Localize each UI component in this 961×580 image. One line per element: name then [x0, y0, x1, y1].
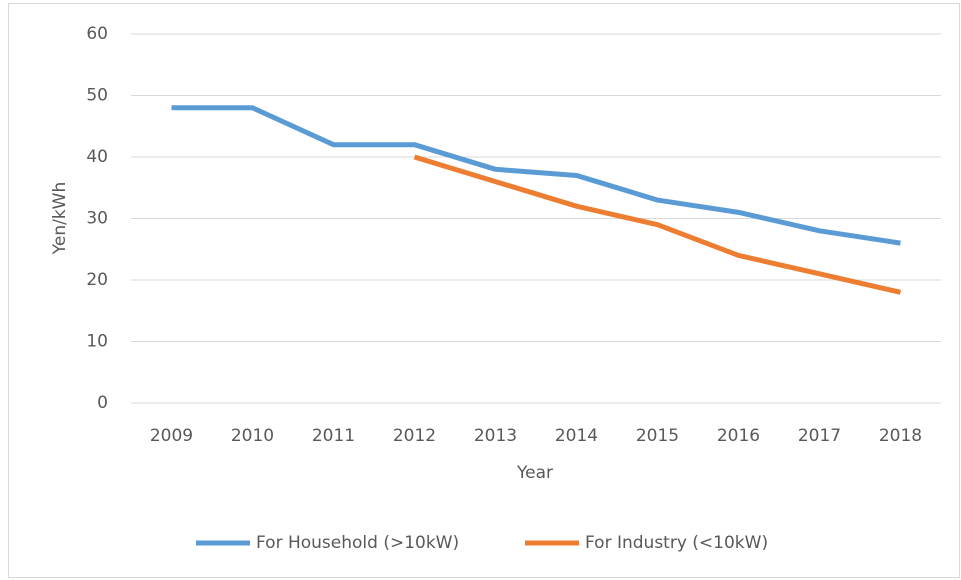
y-tick-label: 10	[86, 332, 108, 352]
x-tick-label: 2015	[636, 426, 679, 446]
chart-border	[8, 3, 960, 578]
y-axis-label: Yen/kWh	[50, 182, 70, 256]
x-tick-label: 2016	[717, 426, 760, 446]
y-tick-label: 50	[86, 86, 108, 106]
x-tick-label: 2011	[312, 426, 355, 446]
y-tick-label: 20	[86, 270, 108, 290]
series-line	[413, 154, 902, 295]
x-tick-label: 2013	[474, 426, 517, 446]
x-tick-label: 2010	[231, 426, 274, 446]
legend-label: For Household (>10kW)	[256, 533, 459, 553]
y-tick-label: 30	[86, 209, 108, 229]
y-tick-label: 40	[86, 147, 108, 167]
x-tick-label: 2012	[393, 426, 436, 446]
x-tick-label: 2017	[798, 426, 841, 446]
x-tick-label: 2014	[555, 426, 598, 446]
legend-label: For Industry (<10kW)	[585, 533, 768, 553]
y-tick-label: 0	[97, 393, 108, 413]
series-line	[171, 105, 901, 246]
x-axis-label: Year	[516, 463, 553, 483]
x-tick-label: 2018	[879, 426, 922, 446]
x-tick-label: 2009	[150, 426, 193, 446]
y-tick-label: 60	[86, 24, 108, 44]
